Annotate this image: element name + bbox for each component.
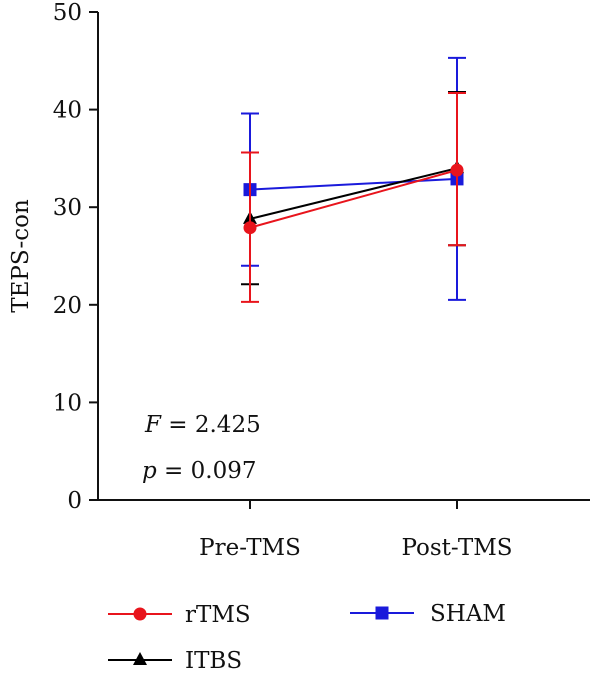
axes <box>97 12 590 501</box>
p-label: p <box>142 458 157 484</box>
series-line <box>249 177 458 191</box>
legend: rTMS ITBS SHAM <box>108 601 506 674</box>
legend-label: SHAM <box>430 601 506 627</box>
series-line <box>249 167 458 220</box>
p-value-number: = 0.097 <box>157 458 257 484</box>
legend-item-itbs: ITBS <box>108 648 242 674</box>
y-ticks: 0 10 20 30 40 50 <box>53 0 98 514</box>
f-label: F <box>144 412 162 438</box>
y-tick-label: 0 <box>67 488 82 514</box>
data-point-circle <box>450 163 464 177</box>
statistics-annotation: F = 2.425 p = 0.097 <box>142 412 261 484</box>
data-point-square <box>375 606 389 620</box>
legend-item-sham: SHAM <box>350 601 506 627</box>
y-tick-label: 10 <box>53 390 82 416</box>
y-tick-label: 50 <box>53 0 82 26</box>
x-tick-label: Pre-TMS <box>199 535 301 561</box>
series-rtms <box>241 92 466 303</box>
data-point-circle <box>133 607 147 621</box>
data-point-triangle <box>133 652 147 665</box>
legend-item-rtms: rTMS <box>108 602 251 628</box>
y-tick-label: 20 <box>53 293 82 319</box>
series-line <box>249 169 458 229</box>
y-axis-title: TEPS-con <box>8 199 34 313</box>
p-value: p = 0.097 <box>142 458 256 484</box>
legend-label: ITBS <box>185 648 242 672</box>
x-ticks: Pre-TMS Post-TMS <box>199 500 513 561</box>
f-statistic: F = 2.425 <box>144 412 261 438</box>
f-value: = 2.425 <box>161 412 261 438</box>
y-tick-label: 30 <box>53 195 82 221</box>
x-tick-label: Post-TMS <box>401 535 512 561</box>
legend-label: rTMS <box>185 602 251 628</box>
data-point-circle <box>243 221 257 235</box>
series-layer <box>241 56 466 303</box>
series-sham <box>241 56 466 301</box>
y-tick-label: 40 <box>53 98 82 124</box>
